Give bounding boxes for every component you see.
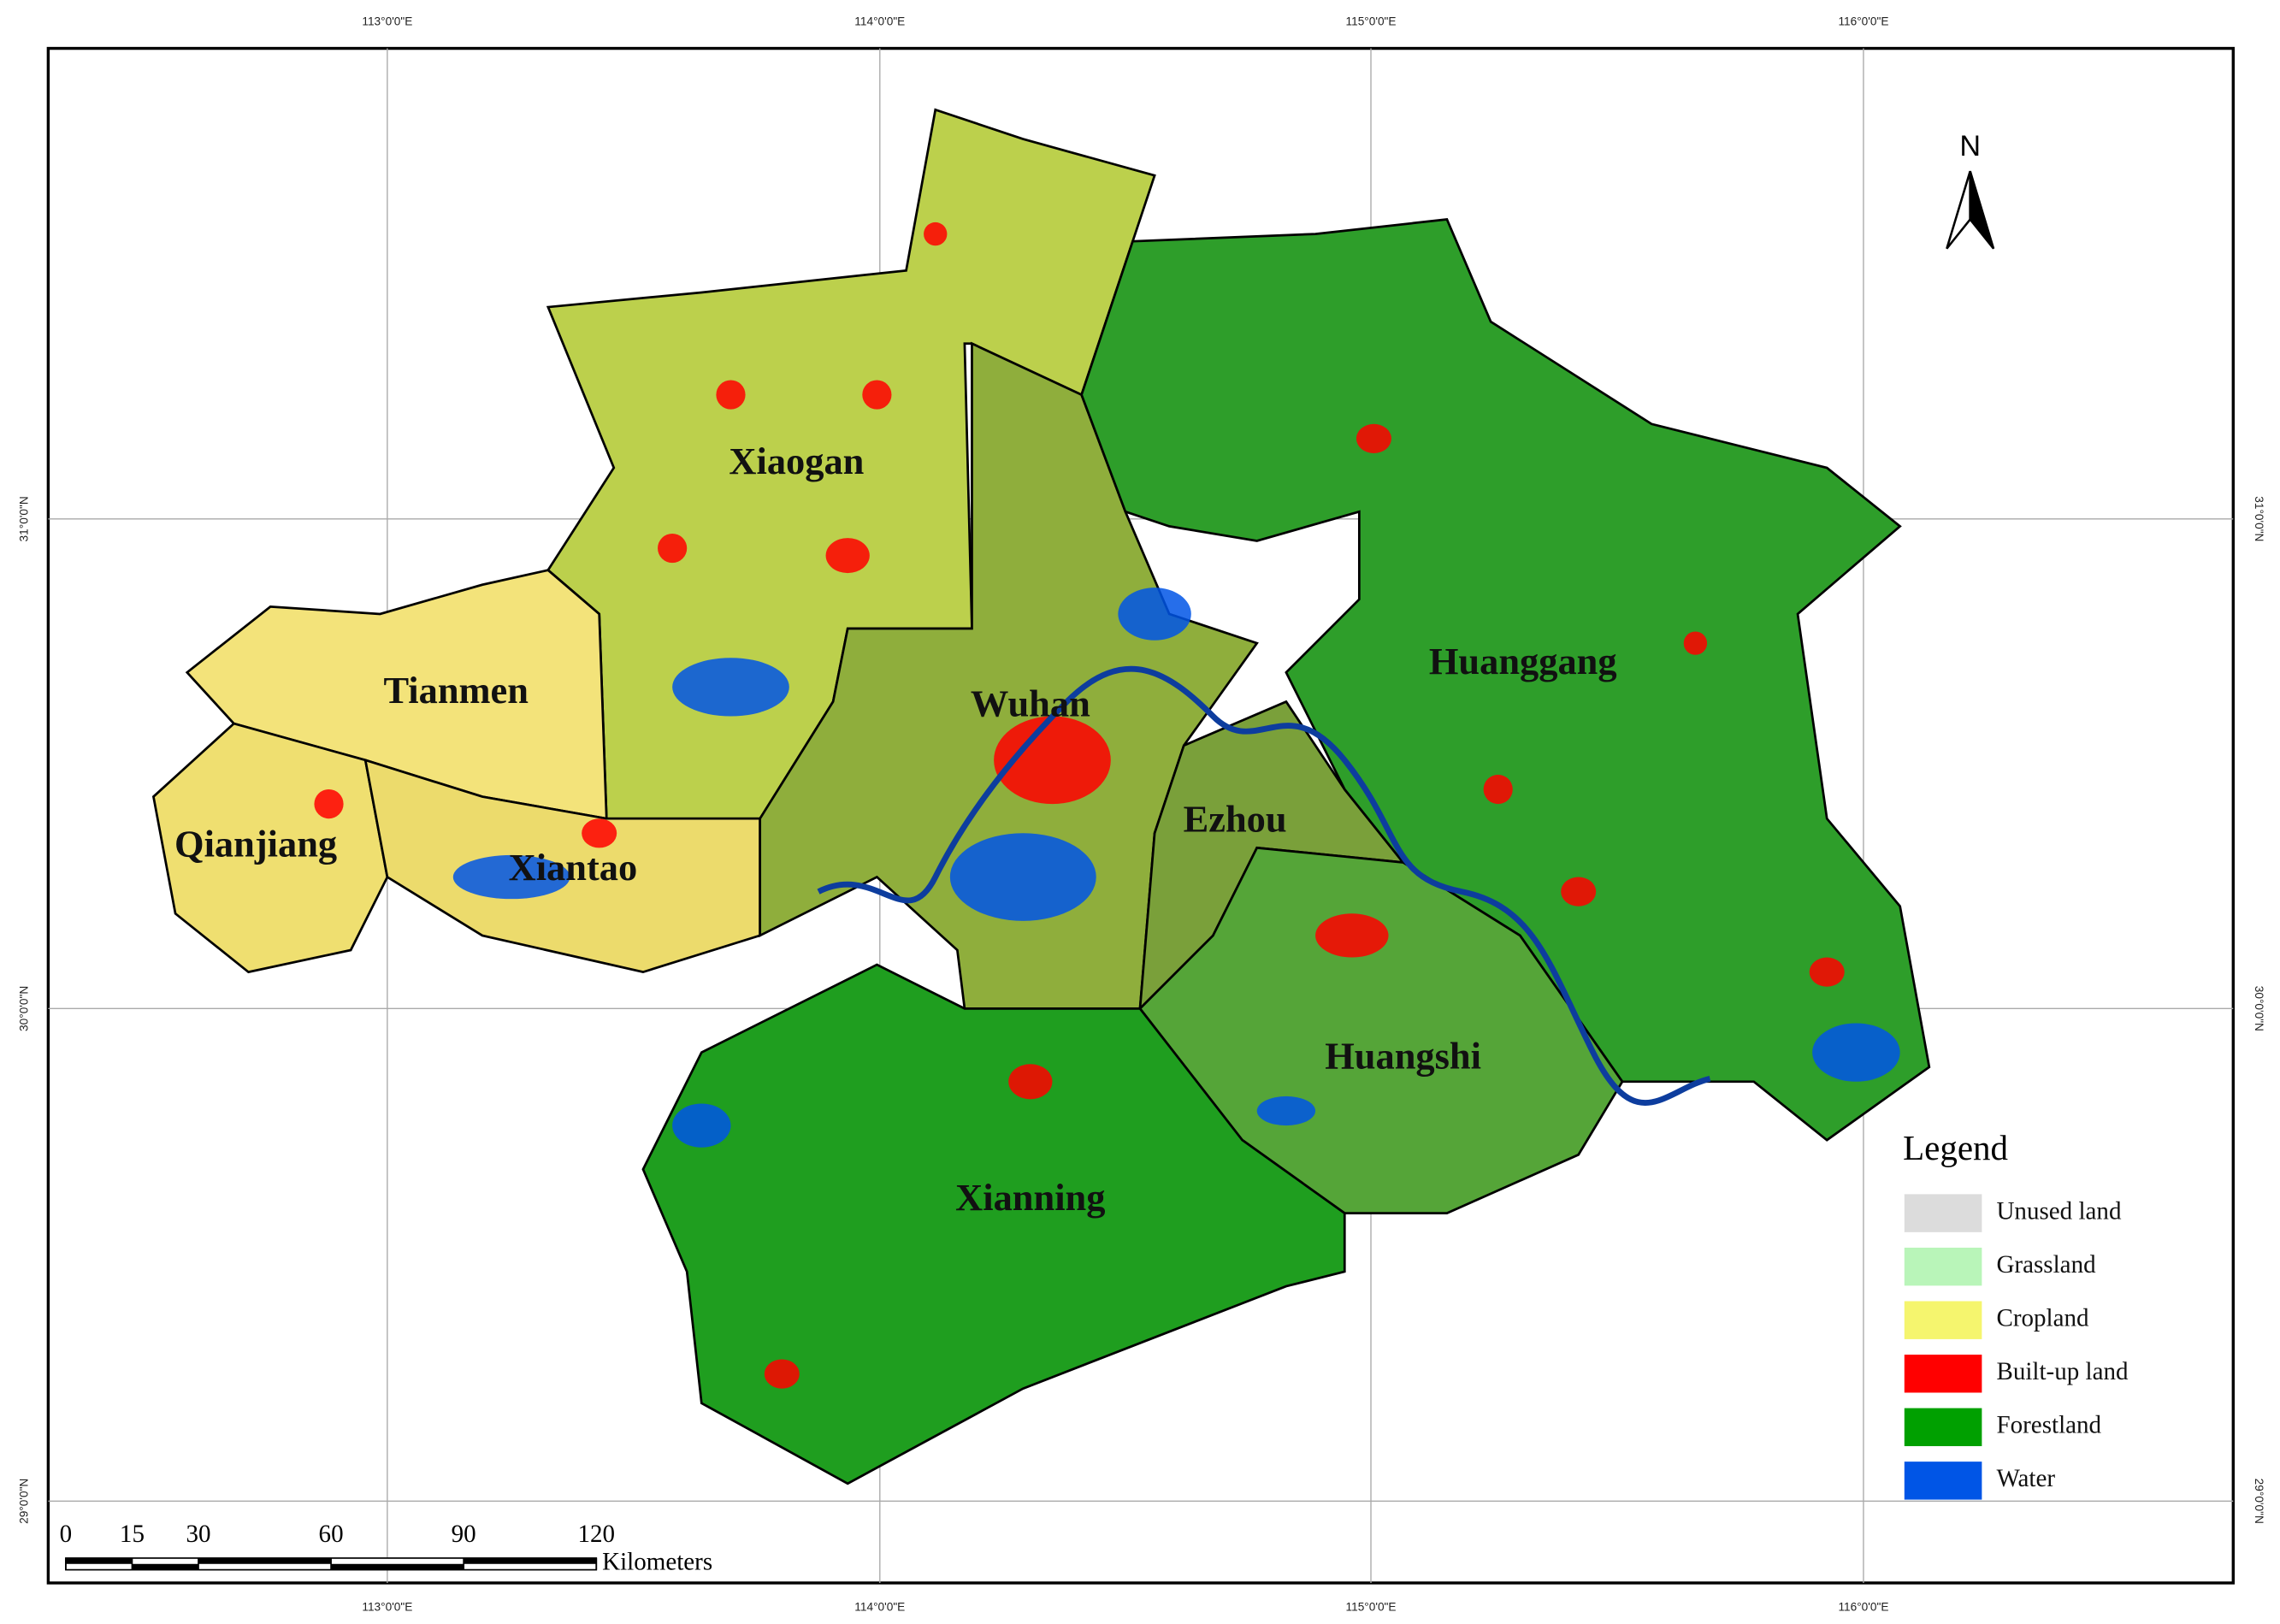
right-label: 30°0'0"N — [2253, 986, 2265, 1031]
region — [151, 722, 389, 974]
water-body — [949, 833, 1096, 921]
scale-label: 0 — [60, 1521, 73, 1548]
legend-swatch — [1904, 1462, 1982, 1500]
legend-label: Water — [1996, 1465, 2055, 1492]
scale-segment — [132, 1563, 198, 1570]
urban-area — [994, 716, 1111, 805]
urban-area — [1683, 631, 1708, 655]
regions: Xiaogan Tianmen Qianjiang Xiantao Wuhan Ezhou… — [151, 108, 1931, 1485]
region-label: Huangshi — [1325, 1034, 1481, 1077]
bottom-label: 114°0'0"E — [854, 1601, 905, 1614]
legend-label: Forestland — [1996, 1411, 2101, 1438]
bottom-label: 116°0'0"E — [1838, 1601, 1888, 1614]
water-body — [1256, 1095, 1316, 1126]
top-label: 115°0'0"E — [1346, 15, 1397, 27]
scale-unit: Kilometers — [602, 1548, 712, 1575]
legend-label: Unused land — [1996, 1197, 2121, 1225]
scale-segment — [198, 1557, 332, 1564]
region-label: Qianjiang — [174, 823, 337, 865]
bottom-label: 113°0'0"E — [362, 1601, 412, 1614]
region-label: Tianmen — [383, 669, 529, 712]
urban-area — [658, 533, 688, 564]
left-label: 31°0'0"N — [18, 496, 31, 541]
urban-area — [582, 818, 617, 848]
legend-label: Cropland — [1996, 1304, 2089, 1332]
legend-label: Built-up land — [1996, 1358, 2129, 1385]
region-label: Xiaogan — [729, 440, 864, 482]
legend: Legend Unused land Grassland Cropland Built… — [1903, 1128, 2129, 1500]
urban-area — [1809, 957, 1845, 987]
urban-area — [1315, 913, 1389, 958]
river — [817, 665, 1711, 1106]
top-label: 113°0'0"E — [362, 15, 412, 27]
scale-label: 15 — [120, 1521, 145, 1548]
scale-segment — [464, 1557, 597, 1564]
scale-label: 30 — [186, 1521, 210, 1548]
urban-area — [1483, 774, 1513, 805]
urban-area — [1561, 877, 1597, 906]
region — [1080, 218, 1931, 1142]
top-label: 116°0'0"E — [1838, 15, 1888, 27]
scale-label: 60 — [319, 1521, 344, 1548]
water-body — [672, 658, 789, 717]
region-label: Huanggang — [1429, 640, 1617, 682]
region-label: Wuhan — [971, 682, 1090, 725]
scale-label: 120 — [577, 1521, 615, 1548]
region-label: Xianning — [955, 1176, 1105, 1219]
legend-label: Grassland — [1996, 1251, 2096, 1279]
legend-swatch — [1904, 1247, 1982, 1286]
urban-area — [1008, 1064, 1053, 1100]
legend-swatch — [1904, 1408, 1982, 1447]
urban-area — [716, 380, 746, 410]
top-label: 114°0'0"E — [854, 15, 905, 27]
legend-title: Legend — [1903, 1128, 2008, 1167]
scale-segment — [65, 1557, 133, 1564]
north-arrow: N — [1946, 130, 1995, 250]
region — [641, 963, 1346, 1485]
left-label: 30°0'0"N — [18, 986, 31, 1031]
water-body — [1118, 588, 1191, 641]
left-label: 29°0'0"N — [18, 1479, 31, 1524]
water-body — [452, 854, 570, 900]
urban-area — [825, 538, 870, 574]
scale-segment — [331, 1563, 464, 1570]
region-label: Ezhou — [1184, 798, 1287, 841]
urban-area — [924, 221, 948, 246]
scale-label: 90 — [452, 1521, 476, 1548]
north-label: N — [1959, 130, 1981, 162]
bottom-label: 115°0'0"E — [1346, 1601, 1397, 1614]
urban-area — [314, 789, 344, 819]
legend-swatch — [1904, 1194, 1982, 1232]
urban-area — [862, 380, 892, 410]
water-body — [1812, 1023, 1900, 1082]
urban-area — [764, 1359, 800, 1389]
water-body — [672, 1103, 731, 1148]
region-label: Xiantao — [509, 846, 638, 889]
north-arrow-right — [1969, 170, 1995, 250]
right-label: 29°0'0"N — [2253, 1479, 2265, 1524]
right-label: 31°0'0"N — [2253, 496, 2265, 541]
legend-swatch — [1904, 1301, 1982, 1339]
urban-area — [1356, 423, 1391, 453]
legend-swatch — [1904, 1355, 1982, 1393]
